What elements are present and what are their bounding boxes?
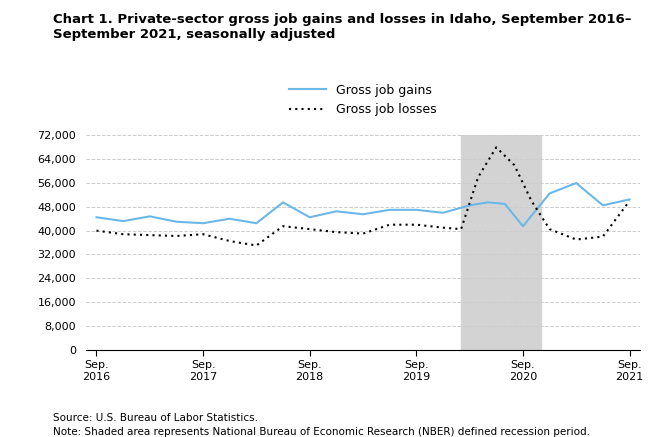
- Text: Note: Shaded area represents National Bureau of Economic Research (NBER) defined: Note: Shaded area represents National Bu…: [53, 427, 590, 437]
- Text: Chart 1. Private-sector gross job gains and losses in Idaho, September 2016–
Sep: Chart 1. Private-sector gross job gains …: [53, 13, 632, 41]
- Text: Source: U.S. Bureau of Labor Statistics.: Source: U.S. Bureau of Labor Statistics.: [53, 413, 258, 423]
- Legend: Gross job gains, Gross job losses: Gross job gains, Gross job losses: [282, 77, 444, 122]
- Bar: [461, 135, 541, 350]
